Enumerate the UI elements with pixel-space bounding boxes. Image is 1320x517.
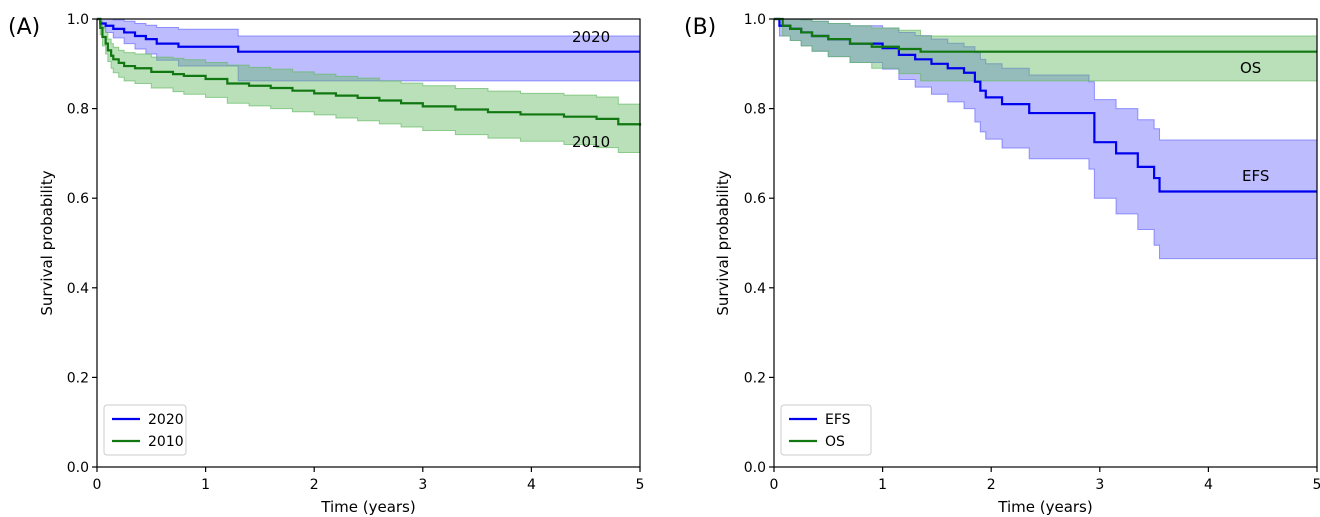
y-tick-label: 0.0 [744, 460, 766, 476]
y-tick-label: 0.4 [67, 281, 89, 297]
legend-box [103, 404, 187, 456]
confidence-band-os [774, 18, 1318, 82]
series-label-efs: EFS [1242, 167, 1269, 185]
x-axis-label: Time (years) [320, 498, 415, 516]
x-tick-label: 3 [418, 477, 427, 493]
y-tick-label: 0.2 [744, 370, 766, 386]
x-tick-label: 4 [527, 477, 536, 493]
x-tick-label: 4 [1204, 477, 1213, 493]
legend-entry-2010: 2010 [148, 434, 184, 450]
y-tick-label: 0.8 [744, 102, 766, 118]
x-tick-label: 5 [636, 477, 645, 493]
plot-frame [773, 18, 1318, 468]
series-label-2020: 2020 [572, 28, 610, 46]
x-tick-label: 1 [878, 477, 887, 493]
x-axis-label: Time (years) [997, 498, 1092, 516]
legend: 2020 2010 [103, 404, 187, 456]
confidence-band-efs [774, 18, 1318, 260]
plot-frame [96, 18, 641, 468]
x-tick-label: 0 [93, 477, 102, 493]
x-tick-label: 5 [1313, 477, 1320, 493]
y-tick-label: 0.2 [67, 370, 89, 386]
panel-label: (A) [8, 15, 40, 40]
x-tick-label: 2 [310, 477, 319, 493]
x-tick-label: 3 [1095, 477, 1104, 493]
x-tick-label: 0 [770, 477, 779, 493]
y-axis-label: Survival probability [714, 170, 732, 315]
y-tick-label: 1.0 [67, 12, 89, 28]
x-tick-label: 1 [201, 477, 210, 493]
series-label-os: OS [1240, 59, 1261, 77]
y-axis-label: Survival probability [38, 170, 56, 315]
y-tick-label: 0.4 [744, 281, 766, 297]
x-tick-label: 2 [987, 477, 996, 493]
y-tick-label: 0.0 [67, 460, 89, 476]
legend-box [780, 404, 872, 456]
y-tick-label: 0.6 [67, 191, 89, 207]
chart-panel-a: (A) 2020 2010 0 1 2 3 4 5 0.0 0.2 0.4 0.6 0.8 1.0 Time … [8, 12, 644, 516]
panel-label: (B) [684, 15, 716, 40]
legend: EFS OS [780, 404, 872, 456]
chart-panel-b: (B) EFS OS 0 1 2 3 4 5 0.0 0.2 0.4 0.6 0.8 1.0 Time (ye… [684, 12, 1320, 516]
y-tick-label: 0.6 [744, 191, 766, 207]
series-label-2010: 2010 [572, 133, 610, 151]
legend-entry-efs: EFS [825, 412, 851, 428]
legend-entry-2020: 2020 [148, 412, 184, 428]
legend-entry-os: OS [825, 434, 845, 450]
series-line-2010 [97, 17, 642, 126]
y-tick-label: 1.0 [744, 12, 766, 28]
series-line-os [774, 17, 1317, 53]
series-line-2020 [97, 17, 640, 53]
y-tick-label: 0.8 [67, 102, 89, 118]
